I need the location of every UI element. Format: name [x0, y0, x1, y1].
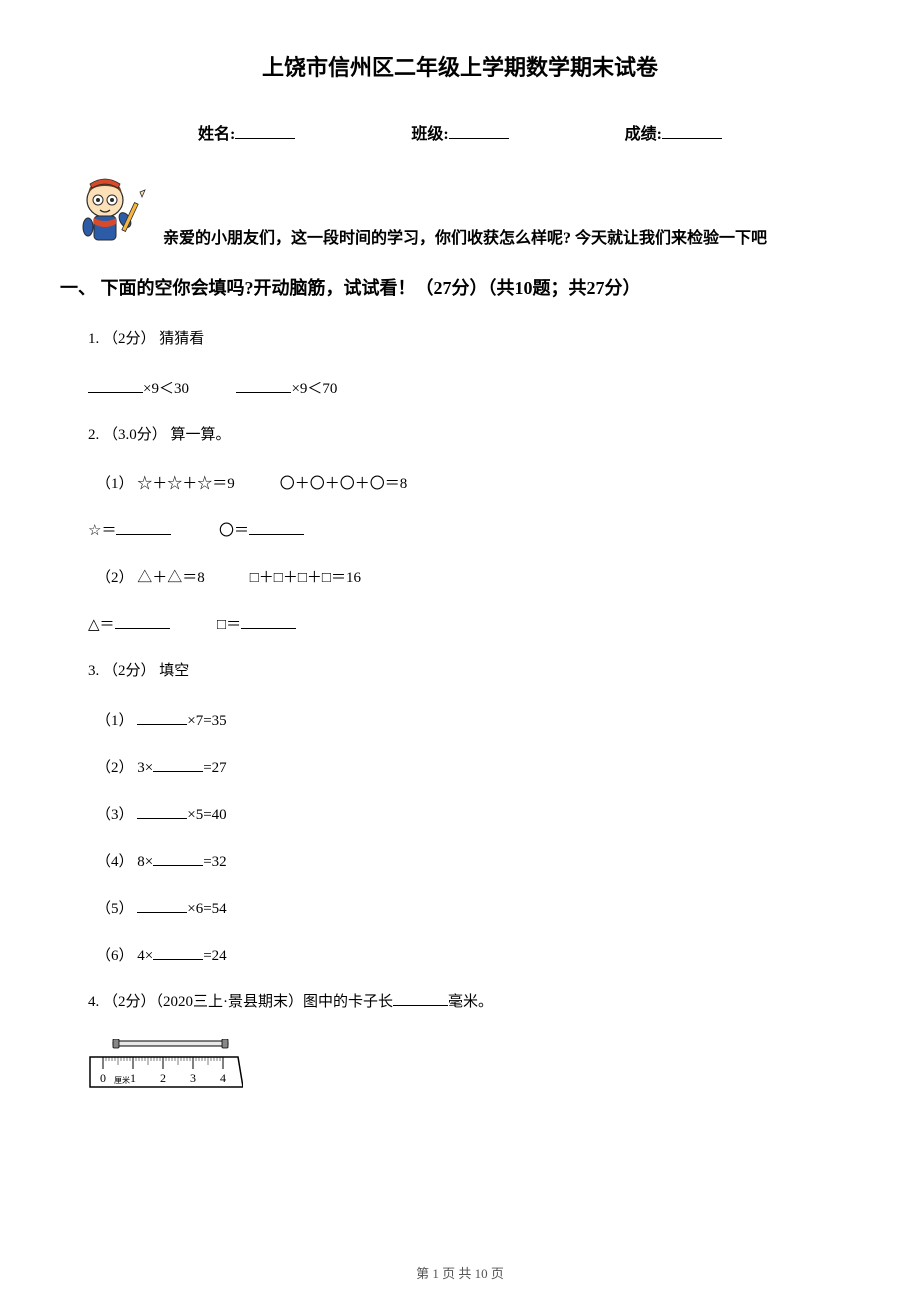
- page-footer: 第 1 页 共 10 页: [0, 1263, 920, 1282]
- name-field: 姓名:: [198, 120, 295, 144]
- question-1-exprs: ×9＜30 ×9＜70: [88, 377, 860, 398]
- q3-item-3-before: （3）: [96, 807, 137, 823]
- q1-expr1: ×9＜30: [143, 381, 189, 397]
- q3-item-6-blank[interactable]: [153, 946, 203, 960]
- q2-ans1b-label: 〇＝: [219, 523, 249, 539]
- score-blank[interactable]: [662, 123, 722, 139]
- svg-text:4: 4: [220, 1071, 226, 1085]
- svg-text:3: 3: [190, 1071, 196, 1085]
- q2-ans2: △＝ □＝: [88, 613, 860, 634]
- q1-blank-2[interactable]: [236, 379, 291, 393]
- q3-item-3: （3） ×5=40: [96, 803, 860, 824]
- q3-item-5-before: （5）: [96, 901, 137, 917]
- q3-item-4-before: （4） 8×: [96, 854, 153, 870]
- q2-ans1: ☆＝ 〇＝: [88, 519, 860, 540]
- q2-ans1a-blank[interactable]: [116, 521, 171, 535]
- q4-before: 4. （2分）（2020三上·景县期末）图中的卡子长: [88, 994, 393, 1010]
- page-title: 上饶市信州区二年级上学期数学期末试卷: [60, 50, 860, 82]
- q3-item-5-blank[interactable]: [137, 899, 187, 913]
- q2-ans1b-blank[interactable]: [249, 521, 304, 535]
- q3-item-4: （4） 8× =32: [96, 850, 860, 871]
- class-blank[interactable]: [449, 123, 509, 139]
- name-label: 姓名:: [198, 120, 235, 144]
- q3-item-5: （5） ×6=54: [96, 897, 860, 918]
- greeting-text: 亲爱的小朋友们，这一段时间的学习，你们收获怎么样呢? 今天就让我们来检验一下吧: [163, 224, 767, 252]
- q2-ans1a-label: ☆＝: [88, 523, 116, 539]
- q3-item-3-blank[interactable]: [137, 805, 187, 819]
- svg-text:1: 1: [130, 1071, 136, 1085]
- info-row: 姓名: 班级: 成绩:: [60, 120, 860, 144]
- question-2: 2. （3.0分） 算一算。: [88, 424, 860, 447]
- q3-item-6: （6） 4× =24: [96, 944, 860, 965]
- q3-item-6-before: （6） 4×: [96, 948, 153, 964]
- q3-item-2-after: =27: [203, 760, 226, 776]
- q2-ans2b-label: □＝: [217, 617, 241, 633]
- question-3: 3. （2分） 填空: [88, 660, 860, 683]
- ruler-image: 0 1 2 3 4 厘米: [88, 1039, 860, 1094]
- q2-ans2b-blank[interactable]: [241, 615, 296, 629]
- question-4: 4. （2分）（2020三上·景县期末）图中的卡子长 毫米。: [88, 991, 860, 1014]
- q3-item-2: （2） 3× =27: [96, 756, 860, 777]
- svg-text:0: 0: [100, 1071, 106, 1085]
- q3-item-2-blank[interactable]: [153, 758, 203, 772]
- question-1: 1. （2分） 猜猜看: [88, 328, 860, 351]
- q3-item-5-after: ×6=54: [187, 901, 226, 917]
- q3-item-4-after: =32: [203, 854, 226, 870]
- section-1-header: 一、 下面的空你会填吗?开动脑筋，试试看！（27分）（共10题；共27分）: [60, 274, 860, 300]
- q4-after: 毫米。: [448, 994, 493, 1010]
- q3-item-6-after: =24: [203, 948, 226, 964]
- name-blank[interactable]: [235, 123, 295, 139]
- svg-text:2: 2: [160, 1071, 166, 1085]
- mascot-row: 亲爱的小朋友们，这一段时间的学习，你们收获怎么样呢? 今天就让我们来检验一下吧: [60, 172, 860, 252]
- q3-item-1-after: ×7=35: [187, 713, 226, 729]
- q2-ans2a-label: △＝: [88, 617, 115, 633]
- q2-part1: （1） ☆＋☆＋☆＝9 〇＋〇＋〇＋〇＝8: [96, 472, 860, 493]
- svg-text:厘米: 厘米: [114, 1075, 130, 1085]
- q1-expr2: ×9＜70: [291, 381, 337, 397]
- q3-item-2-before: （2） 3×: [96, 760, 153, 776]
- q2-ans2a-blank[interactable]: [115, 615, 170, 629]
- q3-item-4-blank[interactable]: [153, 852, 203, 866]
- q3-item-1: （1） ×7=35: [96, 709, 860, 730]
- class-field: 班级:: [411, 120, 508, 144]
- class-label: 班级:: [411, 120, 448, 144]
- q3-item-1-before: （1）: [96, 713, 137, 729]
- q1-blank-1[interactable]: [88, 379, 143, 393]
- q4-blank[interactable]: [393, 992, 448, 1006]
- score-field: 成绩:: [625, 120, 722, 144]
- mascot-icon: [70, 172, 155, 252]
- q2-part2: （2） △＋△＝8 □＋□＋□＋□＝16: [96, 566, 860, 587]
- q3-item-1-blank[interactable]: [137, 711, 187, 725]
- score-label: 成绩:: [625, 120, 662, 144]
- q3-item-3-after: ×5=40: [187, 807, 226, 823]
